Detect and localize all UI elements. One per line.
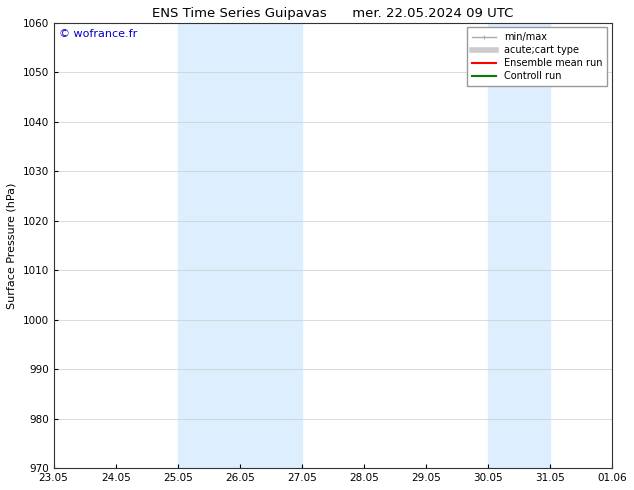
Bar bbox=[488, 23, 550, 468]
Y-axis label: Surface Pressure (hPa): Surface Pressure (hPa) bbox=[7, 182, 17, 309]
Bar bbox=[178, 23, 302, 468]
Legend: min/max, acute;cart type, Ensemble mean run, Controll run: min/max, acute;cart type, Ensemble mean … bbox=[467, 27, 607, 86]
Title: ENS Time Series Guipavas      mer. 22.05.2024 09 UTC: ENS Time Series Guipavas mer. 22.05.2024… bbox=[152, 7, 514, 20]
Text: © wofrance.fr: © wofrance.fr bbox=[59, 29, 138, 39]
